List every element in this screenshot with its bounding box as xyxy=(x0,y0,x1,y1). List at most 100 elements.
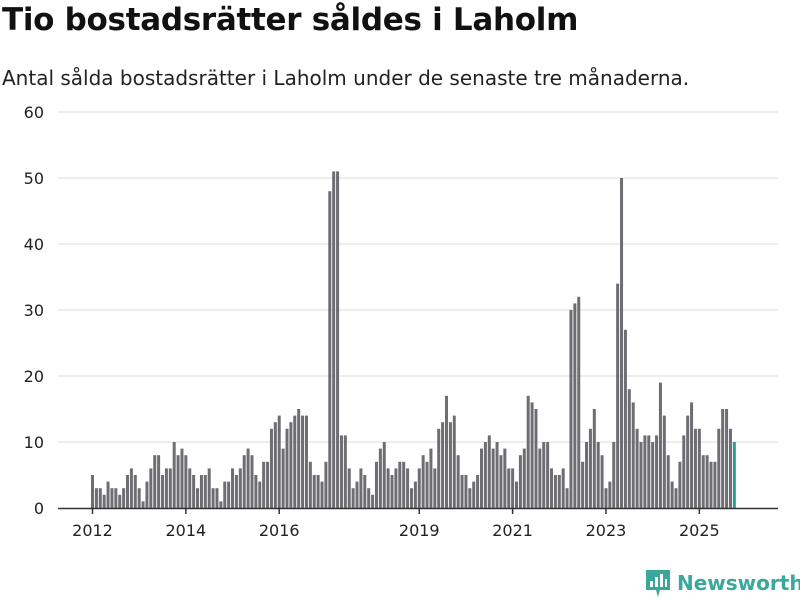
bar xyxy=(588,428,592,508)
bar xyxy=(157,455,161,508)
bar xyxy=(398,461,402,508)
bar xyxy=(728,428,732,508)
bar xyxy=(281,448,285,508)
bar xyxy=(328,191,332,508)
x-tick-label: 2019 xyxy=(399,521,440,540)
bar xyxy=(647,435,651,508)
bar xyxy=(620,178,624,508)
bar xyxy=(320,481,324,508)
bar xyxy=(713,461,717,508)
bar xyxy=(168,468,172,508)
bar xyxy=(363,475,367,508)
y-tick-label: 50 xyxy=(24,169,44,188)
bar xyxy=(417,468,421,508)
bar xyxy=(199,475,203,508)
bar xyxy=(499,455,503,508)
bar xyxy=(573,303,577,508)
bar xyxy=(476,475,480,508)
bar xyxy=(518,455,522,508)
bar xyxy=(577,296,581,508)
bar xyxy=(725,409,729,508)
bar xyxy=(526,395,530,508)
bar xyxy=(717,428,721,508)
bar xyxy=(542,442,546,508)
x-tick-label: 2021 xyxy=(492,521,533,540)
y-tick-label: 0 xyxy=(34,499,44,518)
bar xyxy=(441,422,445,508)
bar xyxy=(678,461,682,508)
bar xyxy=(444,395,448,508)
bar xyxy=(98,488,102,508)
bar xyxy=(94,488,98,508)
bar xyxy=(355,481,359,508)
bar xyxy=(227,481,231,508)
bar xyxy=(406,468,410,508)
bar xyxy=(223,481,227,508)
y-tick-label: 40 xyxy=(24,235,44,254)
bar xyxy=(343,435,347,508)
bar xyxy=(639,442,643,508)
bar xyxy=(293,415,297,508)
bar xyxy=(390,475,394,508)
bar xyxy=(511,468,515,508)
bar xyxy=(674,488,678,508)
bar xyxy=(709,461,713,508)
bar xyxy=(386,468,390,508)
bar xyxy=(561,468,565,508)
bar xyxy=(623,329,627,508)
bar xyxy=(596,442,600,508)
bar xyxy=(164,468,168,508)
bar xyxy=(550,468,554,508)
bar xyxy=(374,461,378,508)
bar xyxy=(308,461,312,508)
bar xyxy=(425,461,429,508)
bar xyxy=(592,409,596,508)
y-tick-label: 20 xyxy=(24,367,44,386)
data-label: 10 xyxy=(732,0,752,4)
highlight-bar xyxy=(732,442,736,508)
bar xyxy=(569,310,573,508)
x-tick-label: 2025 xyxy=(679,521,720,540)
bar xyxy=(289,422,293,508)
bar xyxy=(312,475,316,508)
newsworthy-logo-icon xyxy=(646,570,670,597)
bar xyxy=(145,481,149,508)
bar xyxy=(273,422,277,508)
bar xyxy=(277,415,281,508)
bar xyxy=(367,488,371,508)
bar xyxy=(250,455,254,508)
bar xyxy=(585,442,589,508)
y-tick-label: 10 xyxy=(24,433,44,452)
x-tick-label: 2012 xyxy=(72,521,113,540)
bar xyxy=(631,402,635,508)
bar xyxy=(437,428,441,508)
bar xyxy=(472,481,476,508)
bar xyxy=(421,455,425,508)
bar xyxy=(604,488,608,508)
bar xyxy=(682,435,686,508)
bar xyxy=(110,488,114,508)
bar xyxy=(192,475,196,508)
bar xyxy=(184,455,188,508)
bar xyxy=(480,448,483,508)
bar xyxy=(409,488,413,508)
bar xyxy=(530,402,534,508)
bar xyxy=(402,461,406,508)
x-tick-label: 2014 xyxy=(166,521,207,540)
bar xyxy=(413,481,417,508)
bar xyxy=(452,415,456,508)
bar xyxy=(324,461,328,508)
bar xyxy=(553,475,557,508)
bar xyxy=(557,475,561,508)
bar xyxy=(106,481,110,508)
bar xyxy=(627,389,631,508)
bar xyxy=(180,448,184,508)
bar xyxy=(347,468,351,508)
bar xyxy=(515,481,519,508)
bar xyxy=(581,461,585,508)
bar xyxy=(359,468,363,508)
bar xyxy=(697,428,701,508)
bar xyxy=(258,481,262,508)
bar xyxy=(254,475,258,508)
bar xyxy=(456,455,460,508)
